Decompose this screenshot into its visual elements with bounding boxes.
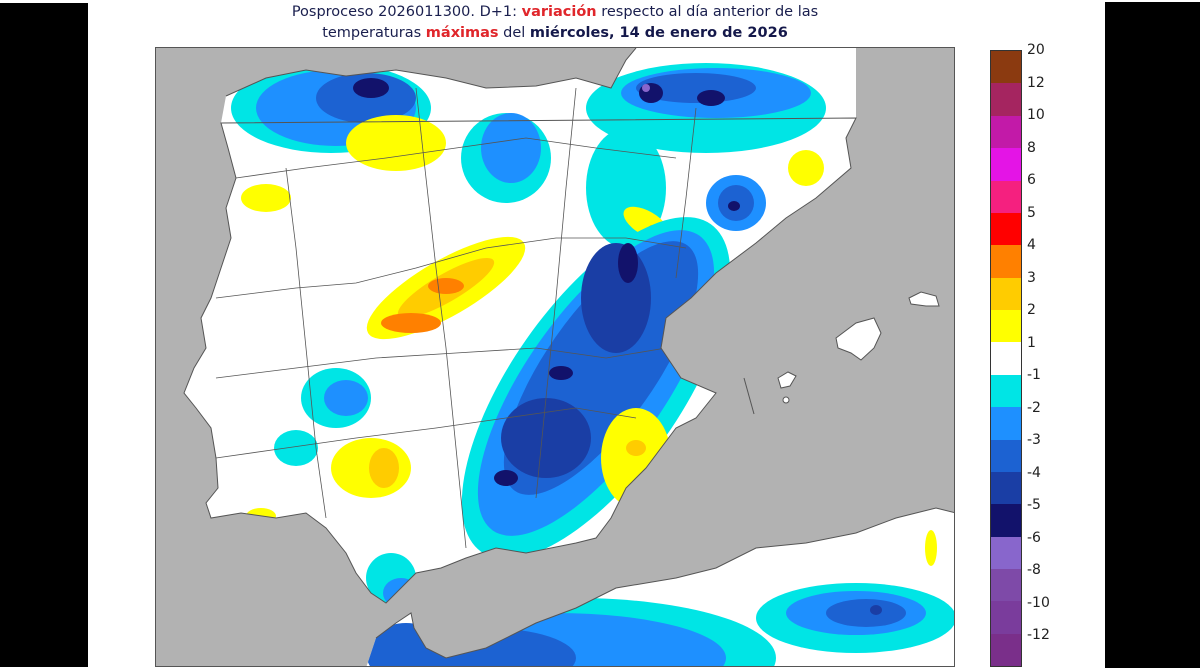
colorbar-label: 20 (1027, 42, 1045, 58)
colorbar-segment (991, 180, 1021, 213)
colorbar-label: -4 (1027, 464, 1041, 481)
colorbar-segment (991, 536, 1021, 569)
title-highlight-maximas: máximas (425, 25, 499, 41)
balearic-islands (743, 291, 940, 415)
colorbar-label: -1 (1027, 367, 1041, 383)
colorbar-segment (991, 569, 1021, 602)
colorbar-segment (991, 83, 1021, 116)
colorbar-segment (991, 277, 1021, 310)
colorbar-label: 6 (1027, 172, 1036, 188)
letterbox-left (0, 3, 88, 667)
colorbar-label: 4 (1027, 237, 1036, 253)
letterbox-right (1105, 2, 1200, 668)
colorbar-segment (991, 471, 1021, 505)
colorbar-segment (991, 374, 1021, 408)
colorbar-label: 8 (1027, 139, 1036, 156)
colorbar-labels: 20 12 10 8 6 5 4 3 2 1 -1 -2 -3 -4 -5 -6… (1027, 42, 1087, 667)
title-highlight-variacion: variación (521, 4, 597, 20)
colorbar-segment (991, 148, 1021, 181)
title-date: miércoles, 14 de enero de 2026 (529, 25, 788, 41)
map-title: Posproceso 2026011300. D+1: variación re… (150, 2, 960, 44)
temperature-change-map (155, 47, 955, 667)
colorbar-segment (991, 407, 1021, 440)
colorbar-label: 5 (1027, 204, 1036, 221)
title-line-1: Posproceso 2026011300. D+1: variación re… (291, 4, 819, 20)
colorbar-label: 1 (1027, 334, 1036, 351)
colorbar-segment (991, 51, 1021, 84)
colorbar-segment (991, 310, 1021, 343)
iberia-coastline (183, 48, 857, 604)
colorbar-label: -5 (1027, 497, 1041, 513)
colorbar-label: -10 (1027, 594, 1050, 611)
colorbar-label: 12 (1027, 74, 1045, 91)
colorbar-label: -8 (1027, 562, 1041, 578)
colorbar-segment (991, 633, 1021, 667)
colorbar-label: 10 (1027, 107, 1045, 123)
colorbar-segment (991, 504, 1021, 537)
colorbar-segment (991, 601, 1021, 634)
colorbar-segment (991, 245, 1021, 278)
colorbar-label: -2 (1027, 399, 1041, 416)
africa-coastline (375, 507, 954, 659)
colorbar-label: -12 (1027, 627, 1050, 643)
colorbar (990, 50, 1022, 667)
title-line-2: temperaturas máximas del miércoles, 14 d… (322, 25, 788, 41)
colorbar-segment (991, 115, 1021, 149)
colorbar-label: 2 (1027, 302, 1036, 318)
colorbar-segment (991, 212, 1021, 246)
colorbar-segment (991, 342, 1021, 375)
colorbar-label: -6 (1027, 529, 1041, 546)
map-canvas (183, 48, 954, 666)
colorbar-segment (991, 439, 1021, 472)
colorbar-label: 3 (1027, 269, 1036, 286)
colorbar-label: -3 (1027, 432, 1041, 448)
